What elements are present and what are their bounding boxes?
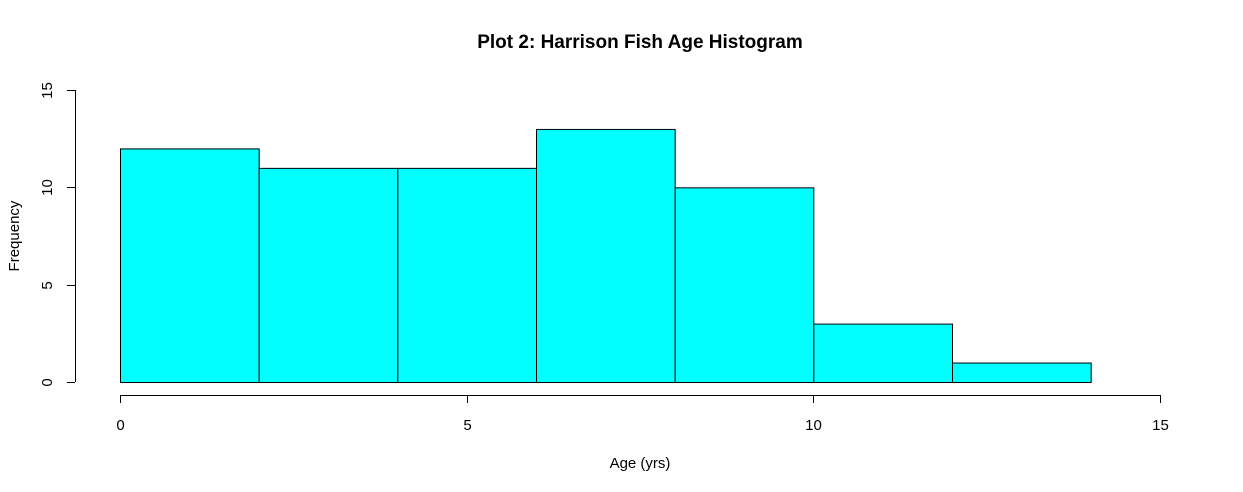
chart-title: Plot 2: Harrison Fish Age Histogram [477,32,803,53]
x-axis-label: Age (yrs) [610,455,671,472]
histogram-bar-2-4 [258,167,399,383]
x-axis: 0 5 10 15 [116,395,1169,434]
y-tick-label: 5 [39,281,56,289]
y-tick-label: 15 [39,82,56,99]
histogram-bar-10-12 [813,323,953,384]
x-tick-label: 0 [116,417,124,434]
histogram-bar-4-6 [397,167,538,383]
x-tick-label: 5 [463,417,471,434]
histogram-bar-12-14 [952,362,1092,383]
y-tick-label: 10 [39,179,56,196]
x-tick-label: 15 [1152,417,1169,434]
y-axis-label: Frequency [6,200,23,271]
histogram-bar-6-8 [536,128,676,383]
bars-group [120,128,1092,384]
x-tick-label: 10 [805,417,822,434]
y-tick-label: 0 [39,378,56,386]
histogram-bar-0-2 [120,148,260,383]
histogram-bar-8-10 [674,187,815,383]
y-axis: 0 5 10 15 [39,82,76,387]
